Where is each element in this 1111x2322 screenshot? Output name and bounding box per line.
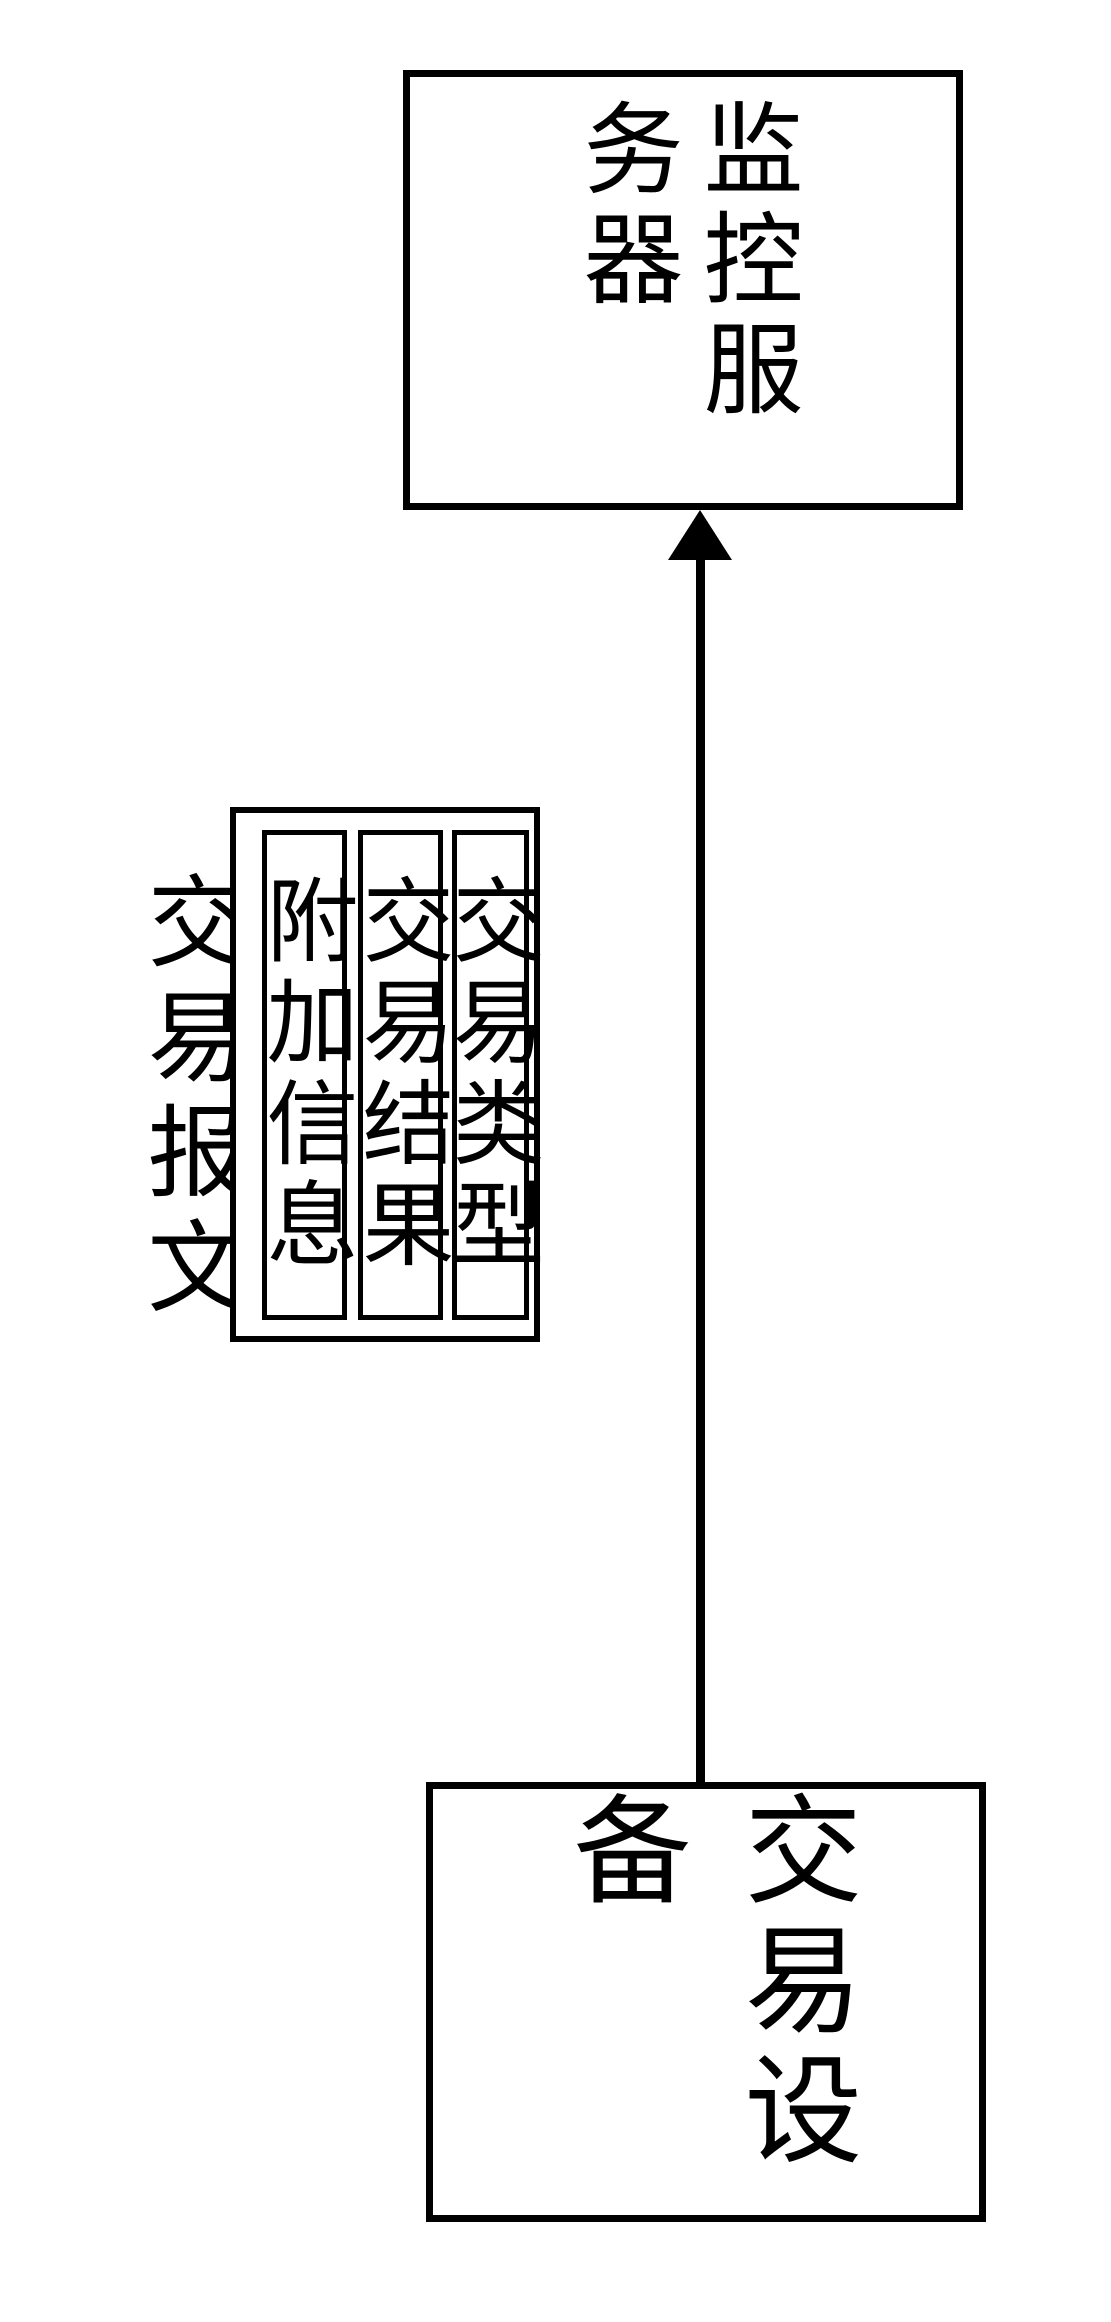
node-transaction-device: 交易设备 [426, 1782, 986, 2222]
node-transaction-device-label: 交易设备 [535, 1789, 877, 2215]
label-text: 交易设备 [555, 1789, 857, 2178]
edge-arrow-line [696, 548, 705, 1782]
edge-arrow-head [668, 510, 732, 560]
node-monitor-server-label: 监控服务器 [563, 77, 803, 503]
label-text: 交易类型 [439, 873, 541, 1278]
node-transaction-type: 交易类型 [452, 830, 529, 1320]
title-text: 交易报文 [132, 870, 243, 1330]
node-monitor-server: 监控服务器 [403, 70, 963, 510]
flowchart-diagram: 监控服务器 交易报文 附加信息 交易结果 交易类型 交易设备 [0, 0, 1111, 2322]
node-transaction-type-label: 交易类型 [424, 873, 557, 1278]
